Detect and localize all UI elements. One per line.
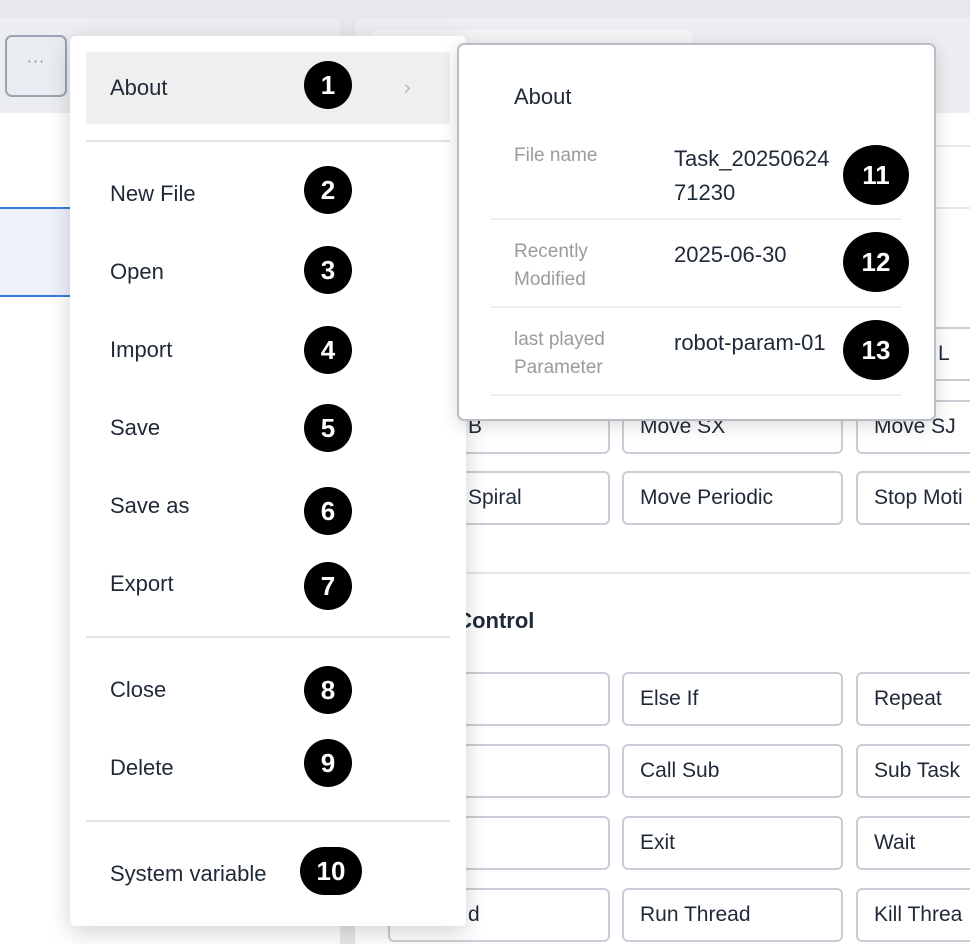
- divider: [490, 306, 902, 308]
- more-options-button[interactable]: ···: [5, 35, 67, 97]
- command-button-run-thread[interactable]: Run Thread: [622, 888, 843, 942]
- divider: [490, 394, 902, 396]
- menu-item-new-file[interactable]: New File: [110, 181, 196, 206]
- file-name-label: File name: [514, 145, 598, 166]
- annotation-badge: 9: [304, 739, 352, 787]
- annotation-badge: 12: [843, 232, 909, 292]
- command-button-wait[interactable]: Wait: [856, 816, 970, 870]
- command-button-call-sub[interactable]: Call Sub: [622, 744, 843, 798]
- menu-item-export[interactable]: Export: [110, 571, 174, 596]
- command-button-move-periodic[interactable]: Move Periodic: [622, 471, 843, 525]
- menu-item-import[interactable]: Import: [110, 337, 173, 362]
- annotation-badge: 5: [304, 404, 352, 452]
- recently-modified-value: 2025-06-30: [674, 242, 787, 267]
- menu-divider: [86, 820, 450, 822]
- menu-item-save-as[interactable]: Save as: [110, 493, 190, 518]
- command-button-exit[interactable]: Exit: [622, 816, 843, 870]
- annotation-badge: 7: [304, 562, 352, 610]
- annotation-badge: 3: [304, 246, 352, 294]
- annotation-badge: 13: [843, 320, 909, 380]
- annotation-badge: 6: [304, 487, 352, 535]
- menu-item-delete[interactable]: Delete: [110, 755, 174, 780]
- divider: [935, 145, 970, 147]
- last-played-parameter-value: robot-param-01: [674, 330, 826, 355]
- file-menu: [70, 36, 466, 926]
- chevron-right-icon: ›: [403, 76, 412, 101]
- recently-modified-label: Recently Modified: [514, 241, 588, 290]
- menu-divider: [86, 636, 450, 638]
- annotation-badge: 1: [304, 61, 352, 109]
- menu-divider: [86, 140, 450, 142]
- last-played-parameter-label: last played Parameter: [514, 329, 605, 378]
- annotation-badge: 4: [304, 326, 352, 374]
- menu-item-close[interactable]: Close: [110, 677, 167, 702]
- command-button-sub-task[interactable]: Sub Task: [856, 744, 970, 798]
- section-divider: [466, 572, 970, 574]
- command-button-kill-thread[interactable]: Kill Threa: [856, 888, 970, 942]
- menu-item-save[interactable]: Save: [110, 415, 161, 440]
- annotation-badge: 10: [300, 847, 362, 895]
- divider: [490, 218, 902, 220]
- menu-item-system-variable[interactable]: System variable: [110, 861, 267, 886]
- menu-item-about[interactable]: About: [86, 52, 450, 124]
- command-button-repeat[interactable]: Repeat: [856, 672, 970, 726]
- annotation-badge: 2: [304, 166, 352, 214]
- menu-item-open[interactable]: Open: [110, 259, 164, 284]
- file-name-value: Task_20250624 71230: [674, 146, 830, 205]
- divider: [935, 207, 970, 209]
- annotation-badge: 11: [843, 145, 909, 205]
- command-button-else-if[interactable]: Else If: [622, 672, 843, 726]
- command-button-stop-motion[interactable]: Stop Moti: [856, 471, 970, 525]
- annotation-badge: 8: [304, 666, 352, 714]
- about-title: About: [514, 84, 572, 109]
